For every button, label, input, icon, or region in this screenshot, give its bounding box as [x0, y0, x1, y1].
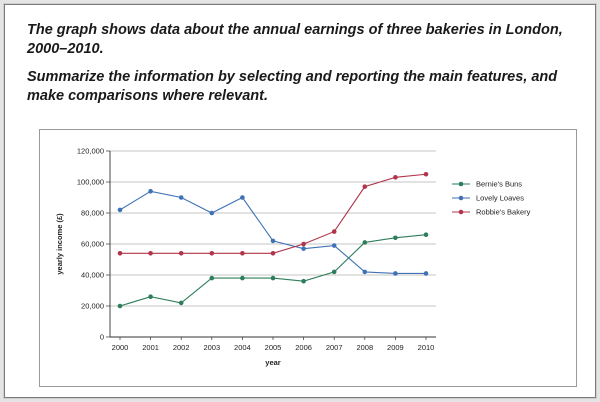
x-tick-label: 2005	[265, 343, 282, 352]
legend-label-lovely-loaves: Lovely Loaves	[476, 194, 524, 203]
data-point-lovely-loaves	[423, 271, 429, 276]
line-chart: 0 20,000 40,000 60,000 80,000 100,000 120,000 2…	[55, 147, 531, 367]
data-point-robbie-s-bakery	[117, 251, 123, 256]
data-point-robbie-s-bakery	[393, 175, 398, 180]
legend-label-bernie-s-buns: Bernie's Buns	[476, 180, 522, 189]
data-point-lovely-loaves	[209, 210, 215, 216]
y-tick-label: 120,000	[77, 147, 104, 156]
data-point-bernie-s-buns	[270, 275, 276, 281]
data-point-lovely-loaves	[270, 238, 276, 244]
y-tick-label: 0	[100, 333, 104, 342]
data-point-lovely-loaves	[331, 243, 337, 248]
x-tick-label: 2007	[326, 343, 343, 352]
series-line-lovely-loaves	[119, 190, 426, 274]
y-tick-label: 40,000	[81, 271, 104, 280]
x-tick-label: 2009	[387, 343, 404, 352]
series-line-bernie-s-buns	[119, 234, 427, 307]
data-point-robbie-s-bakery	[178, 251, 184, 256]
x-tick-label: 2004	[234, 343, 251, 352]
data-point-bernie-s-buns	[178, 300, 184, 306]
x-tick-label: 2002	[173, 343, 190, 352]
data-point-robbie-s-bakery	[362, 184, 368, 189]
prompt-line-1: The graph shows data about the annual ea…	[27, 22, 563, 57]
data-point-bernie-s-buns	[240, 275, 245, 281]
chart-frame: 0 20,000 40,000 60,000 80,000 100,000 120,000 2…	[39, 129, 577, 387]
data-point-lovely-loaves	[393, 271, 398, 276]
data-point-robbie-s-bakery	[270, 251, 276, 256]
y-axis-title: yearly income (£)	[55, 213, 64, 275]
x-tick-label: 2000	[112, 343, 129, 352]
task-prompt: The graph shows data about the annual ea…	[27, 21, 579, 115]
y-tick-label: 80,000	[81, 209, 104, 218]
data-point-bernie-s-buns	[393, 235, 398, 241]
data-point-lovely-loaves	[117, 207, 123, 213]
data-point-lovely-loaves	[148, 189, 153, 194]
x-tick-label: 2010	[418, 343, 435, 352]
legend-label-robbie-s-bakery: Robbie's Bakery	[476, 208, 531, 217]
y-tick-label: 20,000	[81, 302, 104, 311]
data-point-robbie-s-bakery	[301, 241, 306, 247]
worksheet-page: The graph shows data about the annual ea…	[4, 4, 596, 398]
legend-marker-bernie-s-buns	[458, 181, 464, 187]
x-tick-label: 2006	[295, 343, 312, 352]
prompt-line-2: Summarize the information by selecting a…	[27, 69, 558, 104]
y-tick-label: 60,000	[81, 240, 104, 249]
data-point-robbie-s-bakery	[209, 251, 215, 256]
legend-marker-robbie-s-bakery	[458, 209, 464, 215]
data-point-robbie-s-bakery	[240, 251, 245, 256]
x-tick-label: 2003	[203, 343, 220, 352]
x-axis-title: year	[265, 358, 281, 367]
data-point-bernie-s-buns	[117, 303, 123, 309]
legend-marker-lovely-loaves	[458, 195, 464, 201]
data-point-lovely-loaves	[301, 246, 306, 251]
data-point-bernie-s-buns	[362, 240, 368, 245]
data-point-lovely-loaves	[362, 269, 368, 275]
y-tick-label: 100,000	[77, 178, 104, 187]
data-point-robbie-s-bakery	[423, 171, 429, 177]
x-tick-label: 2001	[142, 343, 159, 352]
data-point-bernie-s-buns	[423, 232, 429, 237]
data-point-robbie-s-bakery	[331, 229, 337, 234]
x-tick-label: 2008	[356, 343, 373, 352]
data-point-robbie-s-bakery	[148, 251, 153, 256]
data-point-lovely-loaves	[240, 195, 245, 200]
data-point-bernie-s-buns	[331, 269, 337, 275]
data-point-bernie-s-buns	[209, 275, 215, 281]
data-point-lovely-loaves	[178, 195, 184, 200]
data-point-bernie-s-buns	[301, 278, 306, 284]
data-point-bernie-s-buns	[148, 294, 153, 299]
